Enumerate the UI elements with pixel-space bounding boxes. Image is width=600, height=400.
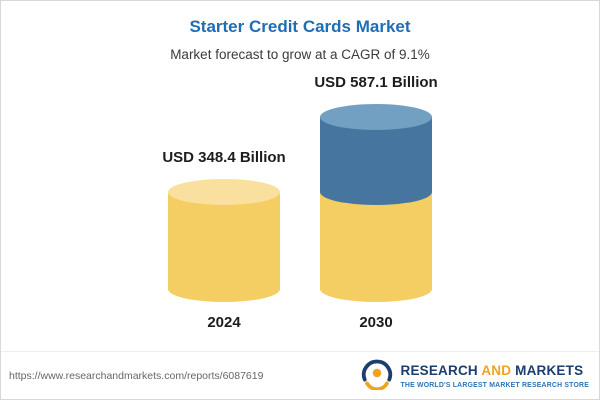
cylinder-cap-2030 (320, 104, 432, 130)
page-title: Starter Credit Cards Market (189, 17, 411, 36)
chart-header: Starter Credit Cards Market Market forec… (1, 1, 599, 62)
bar-group-2030: USD 587.1 Billion 2030 (305, 74, 447, 331)
value-label-2030: USD 587.1 Billion (314, 74, 438, 91)
bar-chart: USD 348.4 Billion 2024 USD 587.1 Billion… (1, 74, 599, 331)
research-and-markets-logo: RESEARCH AND MARKETS THE WORLD'S LARGEST… (360, 356, 590, 395)
chart-footer: https://www.researchandmarkets.com/repor… (1, 351, 599, 399)
research-and-markets-logo-icon (360, 356, 394, 395)
cylinder-segment-2030-yellow (320, 192, 432, 302)
logo-text: RESEARCH AND MARKETS THE WORLD'S LARGEST… (401, 362, 590, 389)
logo-tagline: THE WORLD'S LARGEST MARKET RESEARCH STOR… (400, 381, 589, 389)
logo-word-and: AND (481, 362, 512, 378)
report-url: https://www.researchandmarkets.com/repor… (9, 369, 264, 382)
bar-group-2024: USD 348.4 Billion 2024 (153, 149, 295, 331)
cylinder-2024 (168, 176, 280, 302)
cylinder-junction-2030 (320, 179, 432, 205)
value-label-2024: USD 348.4 Billion (162, 149, 286, 166)
cylinder-2030 (320, 101, 432, 302)
logo-wordmark: RESEARCH AND MARKETS (401, 363, 584, 378)
year-label-2024: 2024 (207, 314, 241, 331)
chart-subtitle: Market forecast to grow at a CAGR of 9.1… (170, 47, 430, 62)
cylinder-cap-2024 (168, 179, 280, 205)
cylinder-segment-2030-blue (320, 104, 432, 205)
logo-word-markets: MARKETS (515, 362, 584, 378)
logo-word-research: RESEARCH (400, 362, 478, 378)
cylinder-segment-2024-yellow (168, 179, 280, 302)
year-label-2030: 2030 (359, 314, 393, 331)
